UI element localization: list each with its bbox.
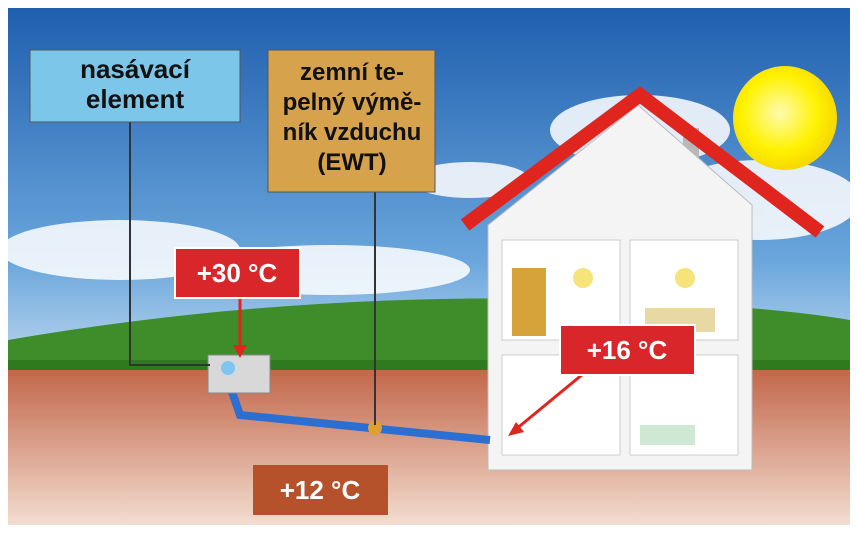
temp-label: +12 °C <box>280 475 361 505</box>
label-line: nasávací <box>80 54 191 84</box>
temp-label: +16 °C <box>587 335 668 365</box>
indoor-temp: +16 °C <box>560 325 695 375</box>
label-line: ník vzduchu <box>283 119 422 146</box>
outdoor-temp: +30 °C <box>175 248 300 298</box>
ground-temp: +12 °C <box>253 465 388 515</box>
label-line: zemní te- <box>300 59 404 86</box>
scene: nasávací element zemní te- pelný výmě- n… <box>0 0 857 533</box>
temp-label: +30 °C <box>197 258 278 288</box>
label-line: element <box>86 84 185 114</box>
label-line: pelný výmě- <box>283 89 422 116</box>
intake-label: nasávací element <box>30 50 240 122</box>
exchanger-label: zemní te- pelný výmě- ník vzduchu (EWT) <box>268 50 435 192</box>
label-line: (EWT) <box>317 149 386 176</box>
